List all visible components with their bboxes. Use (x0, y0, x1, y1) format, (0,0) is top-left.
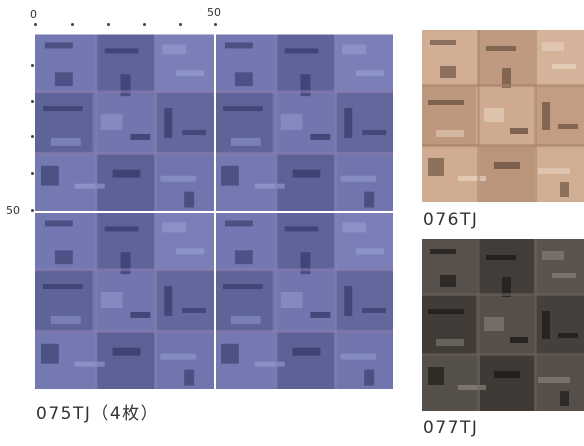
caption-077tj: 077TJ (423, 418, 479, 438)
ruler-dot (71, 23, 74, 26)
tile-piece (35, 212, 214, 389)
tile-swatch-075tj (35, 34, 393, 389)
ruler-dot (31, 64, 34, 67)
ruler-dot (34, 23, 37, 26)
tile-swatch-077tj (422, 239, 584, 411)
caption-075tj: 075TJ（4枚） (36, 404, 160, 424)
ruler-dot (143, 23, 146, 26)
tile-piece (215, 212, 393, 389)
caption-076tj: 076TJ (423, 210, 479, 230)
ruler-dot (31, 100, 34, 103)
ruler-dot (179, 23, 182, 26)
ruler-dot (31, 135, 34, 138)
ruler-dot (31, 172, 34, 175)
tile-swatch-076tj (422, 30, 584, 202)
ruler-label-50-left: 50 (6, 204, 20, 217)
ruler-label-50-top: 50 (207, 6, 221, 19)
ruler-dot (214, 23, 217, 26)
ruler-dot (107, 23, 110, 26)
ruler-label-0: 0 (30, 8, 37, 21)
tile-piece (35, 34, 214, 212)
ruler-dot (31, 209, 34, 212)
tile-seam-horizontal (35, 211, 393, 213)
tile-piece (215, 34, 393, 212)
